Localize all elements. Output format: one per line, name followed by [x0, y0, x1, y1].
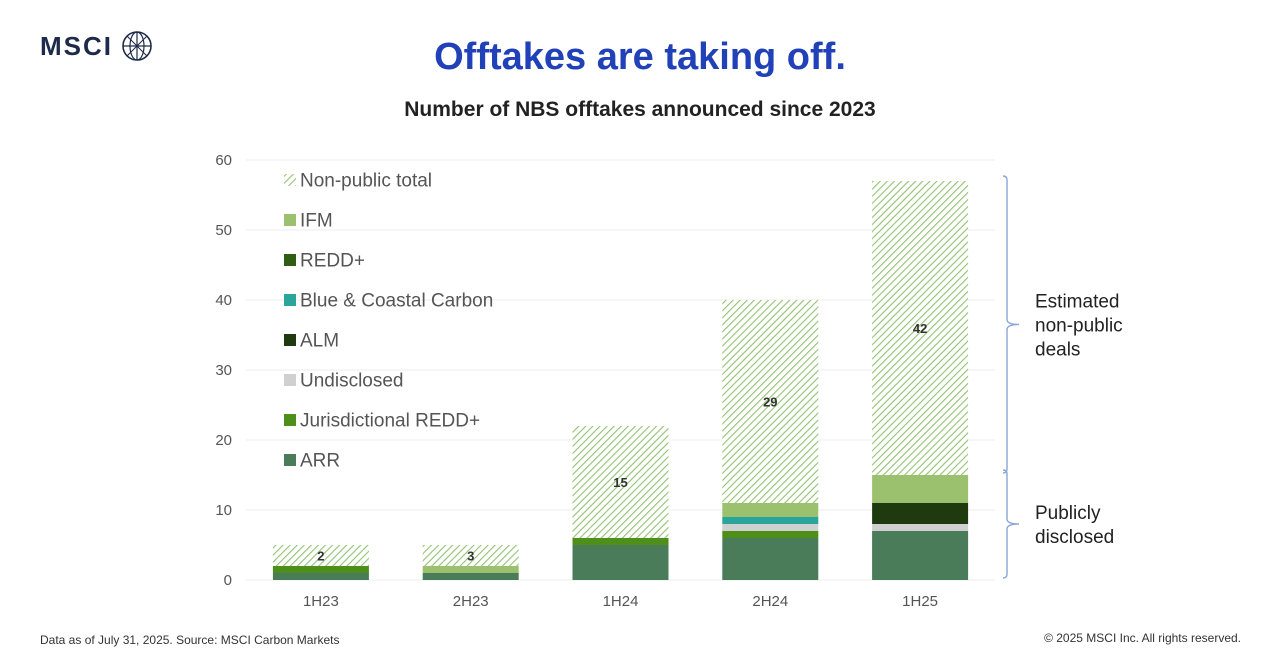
legend-swatch-undisclosed: [284, 374, 296, 386]
bar-1H24-arr: [572, 545, 669, 580]
bar-2H23-ifm: [422, 566, 519, 573]
data-label: 3: [467, 549, 474, 564]
x-tick-label: 1H25: [902, 593, 938, 610]
x-tick-label: 2H24: [752, 593, 788, 610]
annotation-brace: [1002, 175, 1020, 474]
legend-swatch-ifm: [284, 214, 296, 226]
legend: Non-public total IFM REDD+ Blue & Coastal C…: [284, 171, 493, 472]
annotation-text: deals: [1035, 340, 1080, 361]
legend-label: ARR: [300, 451, 340, 472]
legend-label: REDD+: [300, 251, 365, 272]
bar-1H25-ifm: [872, 475, 969, 503]
bar-1H25-undisclosed: [872, 524, 969, 531]
bars: [272, 181, 969, 580]
bar-1H25-non-public-total: [872, 181, 969, 475]
annotation-text: non-public: [1035, 316, 1123, 337]
data-label: 15: [613, 475, 627, 490]
legend-swatch-blue-coastal-carbon: [284, 294, 296, 306]
x-tick-label: 1H23: [303, 593, 339, 610]
logo-text: MSCI: [40, 30, 113, 61]
y-axis: 0 10 20 30 40 50 60: [215, 152, 232, 589]
footnote: Data as of July 31, 2025. Source: MSCI C…: [40, 633, 340, 647]
x-tick-label: 2H23: [453, 593, 489, 610]
legend-label: Non-public total: [300, 171, 432, 192]
bar-2H24-non-public-total: [722, 300, 819, 503]
data-labels: 2 3 15 29 42: [317, 321, 927, 564]
bar-1H23-arr: [272, 573, 369, 580]
y-tick-label: 40: [215, 292, 232, 309]
annotation-brace: [1002, 469, 1020, 579]
legend-swatch-non-public-total: [284, 174, 296, 186]
page-headline: Offtakes are taking off.: [434, 36, 846, 78]
y-tick-label: 60: [215, 152, 232, 169]
bar-1H23-jurisdictional-redd-: [272, 566, 369, 573]
legend-swatch-redd-: [284, 254, 296, 266]
chart-title: Number of NBS offtakes announced since 2…: [404, 98, 876, 121]
bar-2H24-undisclosed: [722, 524, 819, 531]
legend-swatch-alm: [284, 334, 296, 346]
copyright: © 2025 MSCI Inc. All rights reserved.: [1044, 631, 1241, 645]
annotations: Estimated non-public deals Publicly disclose…: [1002, 175, 1123, 579]
legend-label: ALM: [300, 331, 339, 352]
legend-swatch-jurisdictional-redd-: [284, 414, 296, 426]
bar-1H25-alm: [872, 503, 969, 524]
legend-swatch-arr: [284, 454, 296, 466]
legend-label: Undisclosed: [300, 371, 404, 392]
bar-1H23-non-public-total: [272, 545, 369, 566]
annotation-text: Publicly: [1035, 503, 1101, 524]
y-tick-label: 20: [215, 432, 232, 449]
legend-label: Jurisdictional REDD+: [300, 411, 480, 432]
bar-1H24-non-public-total: [572, 426, 669, 538]
x-tick-label: 1H24: [603, 593, 639, 610]
bar-1H24-jurisdictional-redd-: [572, 538, 669, 545]
msci-logo: MSCI: [40, 30, 153, 62]
y-tick-label: 50: [215, 222, 232, 239]
y-tick-label: 0: [224, 572, 232, 589]
bar-2H24-jurisdictional-redd-: [722, 531, 819, 538]
legend-label: Blue & Coastal Carbon: [300, 291, 493, 312]
globe-icon: [122, 31, 152, 61]
y-tick-label: 10: [215, 502, 232, 519]
data-label: 2: [317, 549, 324, 564]
bar-2H23-arr: [422, 573, 519, 580]
annotation-text: disclosed: [1035, 527, 1114, 548]
bar-2H24-arr: [722, 538, 819, 580]
x-axis: 1H23 2H23 1H24 2H24 1H25: [303, 593, 938, 610]
bar-1H25-arr: [872, 531, 969, 580]
data-label: 42: [913, 321, 927, 336]
data-label: 29: [763, 395, 777, 410]
bar-2H23-non-public-total: [422, 545, 519, 566]
annotation-text: Estimated: [1035, 292, 1119, 313]
bar-2H24-ifm: [722, 503, 819, 517]
y-tick-label: 30: [215, 362, 232, 379]
legend-label: IFM: [300, 211, 333, 232]
bar-2H24-blue-coastal-carbon: [722, 517, 819, 524]
